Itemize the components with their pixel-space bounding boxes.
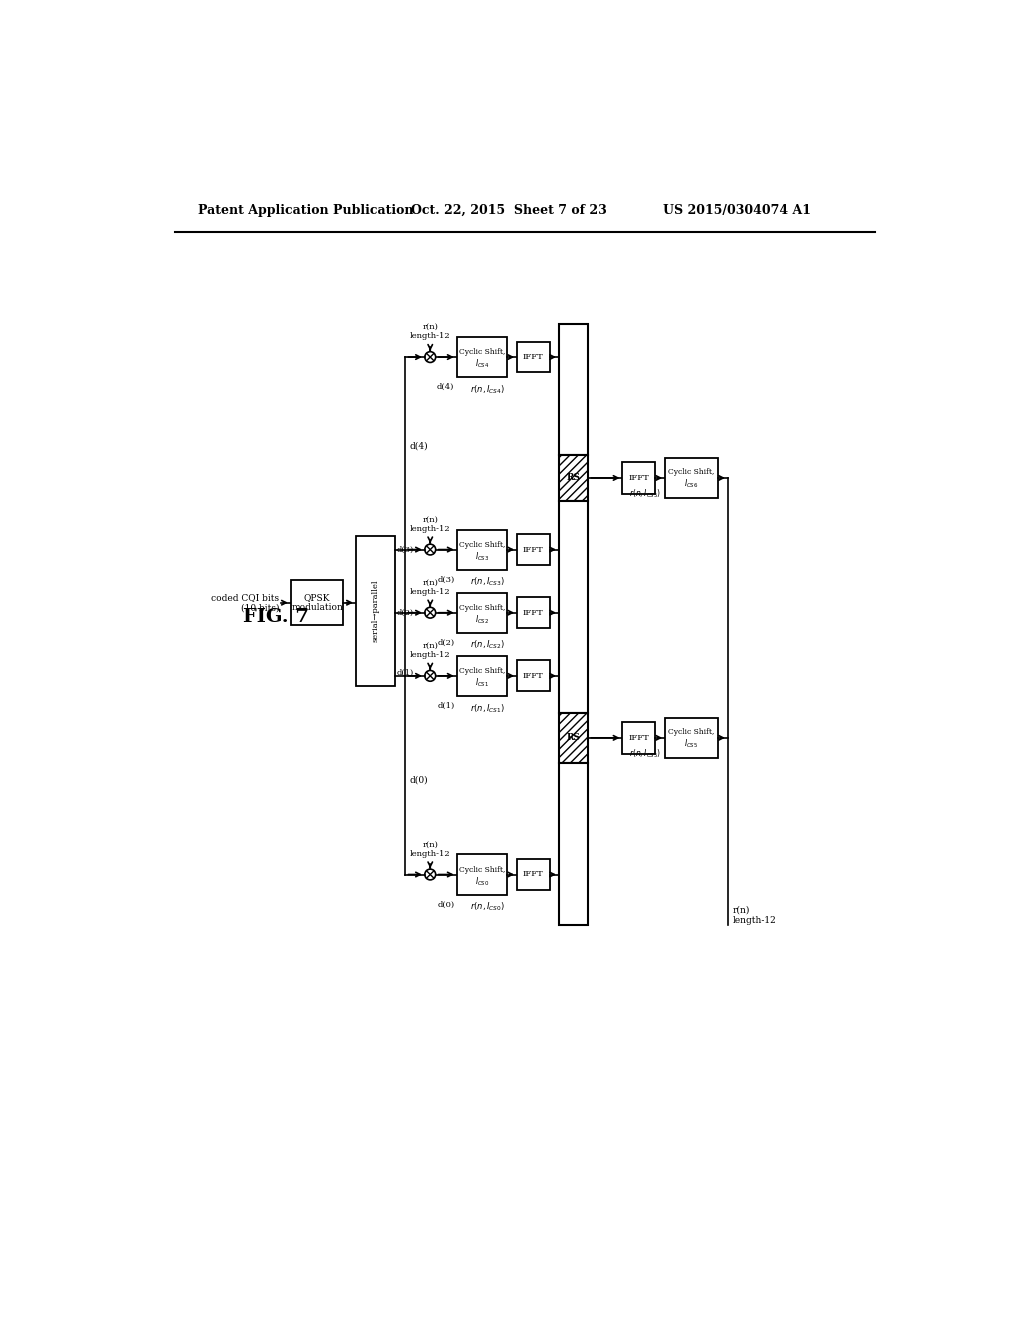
Text: IFFT: IFFT — [523, 545, 544, 553]
Bar — [457, 854, 507, 895]
Text: d(0): d(0) — [437, 900, 455, 908]
Bar — [665, 718, 718, 758]
Bar — [559, 763, 589, 924]
Text: Cyclic Shift,: Cyclic Shift, — [459, 605, 505, 612]
Text: FIG. 7: FIG. 7 — [243, 607, 308, 626]
Bar — [457, 337, 507, 378]
Bar — [517, 535, 550, 565]
Text: $I_{CS3}$: $I_{CS3}$ — [474, 550, 489, 562]
Text: d(2): d(2) — [396, 609, 414, 616]
Text: serial→parallel: serial→parallel — [372, 579, 379, 642]
Text: Cyclic Shift,: Cyclic Shift, — [669, 467, 715, 475]
Text: d(3): d(3) — [437, 576, 455, 583]
Bar — [457, 529, 507, 570]
Text: d(0): d(0) — [410, 776, 428, 784]
Text: d(1): d(1) — [437, 702, 455, 710]
Text: $I_{CS4}$: $I_{CS4}$ — [474, 358, 489, 370]
Text: d(1): d(1) — [396, 669, 414, 677]
Text: r(n)
length-12: r(n) length-12 — [410, 515, 451, 533]
Bar — [356, 536, 394, 686]
Bar — [457, 656, 507, 696]
Text: $r(n, I_{CS5})$: $r(n, I_{CS5})$ — [629, 487, 662, 500]
Bar — [517, 342, 550, 372]
Text: coded CQI bits
(10 bits): coded CQI bits (10 bits) — [211, 593, 280, 612]
Text: Oct. 22, 2015  Sheet 7 of 23: Oct. 22, 2015 Sheet 7 of 23 — [411, 205, 606, 218]
Text: r(n)
length-12: r(n) length-12 — [410, 841, 451, 858]
Bar — [517, 597, 550, 628]
Text: $r(n,I_{CS1})$: $r(n,I_{CS1})$ — [470, 702, 506, 714]
Text: d(3): d(3) — [396, 545, 414, 553]
Text: $r(n,I_{CS4})$: $r(n,I_{CS4})$ — [470, 383, 506, 396]
Text: $r(n,I_{CS2})$: $r(n,I_{CS2})$ — [470, 639, 506, 651]
Text: Patent Application Publication: Patent Application Publication — [198, 205, 414, 218]
Text: Cyclic Shift,: Cyclic Shift, — [459, 667, 505, 676]
Text: r(n)
length-12: r(n) length-12 — [410, 578, 451, 595]
Text: IFFT: IFFT — [629, 474, 649, 482]
Text: IFFT: IFFT — [629, 734, 649, 742]
Text: $I_{CS5}$: $I_{CS5}$ — [684, 738, 698, 750]
Text: $I_{CS2}$: $I_{CS2}$ — [475, 614, 488, 626]
Text: r(n)
length-12: r(n) length-12 — [732, 906, 776, 925]
Text: $I_{CS6}$: $I_{CS6}$ — [684, 478, 698, 490]
Text: Cyclic Shift,: Cyclic Shift, — [459, 348, 505, 356]
Text: Cyclic Shift,: Cyclic Shift, — [459, 866, 505, 874]
Text: RS: RS — [566, 734, 581, 742]
Text: d(4): d(4) — [410, 442, 428, 451]
Text: d(2): d(2) — [437, 639, 455, 647]
Bar — [665, 458, 718, 498]
Text: $r(n, I_{CS5})$: $r(n, I_{CS5})$ — [629, 747, 662, 759]
Text: RS: RS — [566, 474, 581, 482]
Text: $r(n,I_{CS0})$: $r(n,I_{CS0})$ — [470, 900, 506, 913]
Text: IFFT: IFFT — [523, 609, 544, 616]
Bar — [291, 581, 343, 626]
Bar — [517, 660, 550, 692]
Text: r(n)
length-12: r(n) length-12 — [410, 323, 451, 341]
Text: d(4): d(4) — [437, 383, 455, 391]
Bar — [559, 713, 589, 763]
Text: IFFT: IFFT — [523, 672, 544, 680]
Text: Cyclic Shift,: Cyclic Shift, — [459, 541, 505, 549]
Bar — [559, 455, 589, 502]
Bar — [559, 502, 589, 713]
Text: IFFT: IFFT — [523, 870, 544, 879]
Bar — [623, 722, 655, 754]
Text: Cyclic Shift,: Cyclic Shift, — [669, 727, 715, 735]
Text: r(n)
length-12: r(n) length-12 — [410, 642, 451, 659]
Bar — [517, 859, 550, 890]
Text: QPSK
modulation: QPSK modulation — [291, 593, 343, 612]
Text: $I_{CS1}$: $I_{CS1}$ — [475, 677, 488, 689]
Bar — [457, 593, 507, 632]
Text: IFFT: IFFT — [523, 352, 544, 362]
Bar — [623, 462, 655, 494]
Bar — [559, 323, 589, 455]
Text: $I_{CS0}$: $I_{CS0}$ — [474, 875, 489, 887]
Text: $r(n,I_{CS3})$: $r(n,I_{CS3})$ — [470, 576, 506, 589]
Text: US 2015/0304074 A1: US 2015/0304074 A1 — [663, 205, 811, 218]
